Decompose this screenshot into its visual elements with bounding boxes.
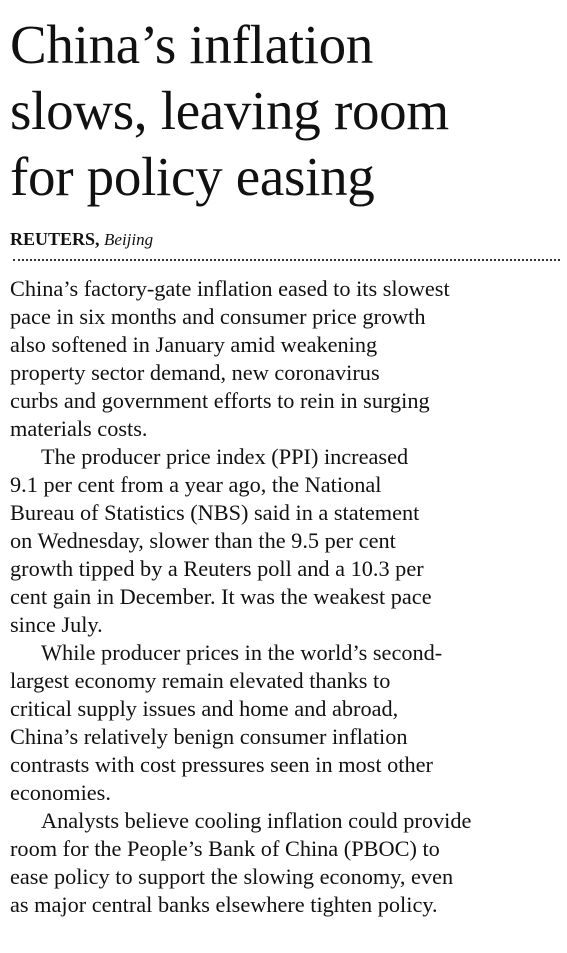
news-article: China’s inflation slows, leaving room fo…: [10, 12, 562, 919]
text-line: cent gain in December. It was the weakes…: [10, 584, 432, 609]
paragraph-3: While producer prices in the world’s sec…: [10, 639, 562, 807]
byline: REUTERS, Beijing: [10, 228, 562, 250]
text-line: on Wednesday, slower than the 9.5 per ce…: [10, 528, 396, 553]
text-line: The producer price index (PPI) increased: [41, 444, 409, 469]
text-line: since July.: [10, 612, 103, 637]
paragraph-2: The producer price index (PPI) increased…: [10, 443, 562, 639]
text-line: growth tipped by a Reuters poll and a 10…: [10, 556, 424, 581]
text-line: largest economy remain elevated thanks t…: [10, 668, 391, 693]
dotted-divider: [12, 259, 560, 261]
text-line: room for the People’s Bank of China (PBO…: [10, 836, 440, 861]
headline-line: slows, leaving room: [10, 80, 449, 141]
text-line: China’s factory-gate inflation eased to …: [10, 276, 450, 301]
text-line: Bureau of Statistics (NBS) said in a sta…: [10, 500, 420, 525]
text-line: contrasts with cost pressures seen in mo…: [10, 752, 433, 777]
text-line: also softened in January amid weakening: [10, 332, 378, 357]
byline-location: Beijing: [104, 230, 154, 249]
headline-line: China’s inflation: [10, 14, 374, 75]
text-line: Analysts believe cooling inflation could…: [41, 808, 472, 833]
paragraph-4: Analysts believe cooling inflation could…: [10, 807, 562, 919]
paragraph-1: China’s factory-gate inflation eased to …: [10, 275, 562, 443]
headline-line: for policy easing: [10, 146, 375, 207]
text-line: materials costs.: [10, 416, 148, 441]
article-body: China’s factory-gate inflation eased to …: [10, 275, 562, 919]
text-line: pace in six months and consumer price gr…: [10, 304, 426, 329]
text-line: property sector demand, new coronavirus: [10, 360, 380, 385]
text-line: economies.: [10, 780, 111, 805]
text-line: 9.1 per cent from a year ago, the Nation…: [10, 472, 382, 497]
text-line: curbs and government efforts to rein in …: [10, 388, 430, 413]
byline-agency: REUTERS,: [10, 229, 100, 249]
headline: China’s inflation slows, leaving room fo…: [10, 12, 562, 210]
text-line: While producer prices in the world’s sec…: [41, 640, 443, 665]
text-line: critical supply issues and home and abro…: [10, 696, 399, 721]
text-line: as major central banks elsewhere tighten…: [10, 892, 438, 917]
text-line: China’s relatively benign consumer infla…: [10, 724, 408, 749]
text-line: ease policy to support the slowing econo…: [10, 864, 454, 889]
